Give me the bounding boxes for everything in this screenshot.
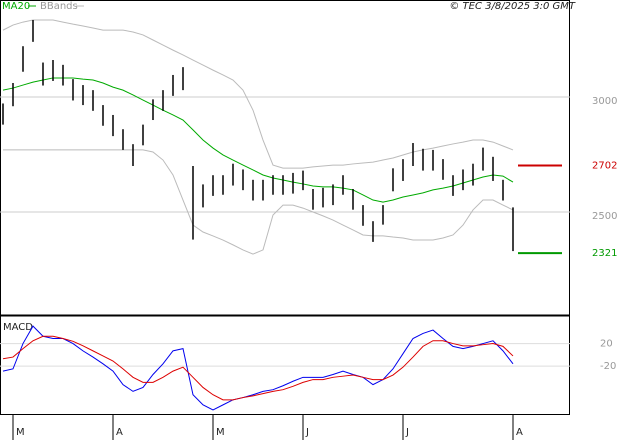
y-tick-label: 2500 (592, 211, 617, 222)
x-tick-label: M (216, 427, 225, 438)
level-label: 2702 (592, 161, 617, 172)
x-tick-label: M (16, 427, 25, 438)
legend-ma20: MA20 (2, 1, 30, 12)
bband-lower (3, 149, 514, 255)
level-label: 2321 (592, 248, 617, 259)
y-tick-label: 3000 (592, 96, 617, 107)
x-tick-label: A (116, 427, 123, 438)
y-tick-label: -20 (600, 361, 616, 372)
frame (0, 0, 570, 415)
bband-upper (2, 19, 514, 169)
legend-bbands: BBands (40, 1, 78, 12)
x-tick-label: A (516, 427, 523, 438)
macd-title: MACD (3, 322, 33, 333)
credit: © TEC 3/8/2025 3:0 GMT (449, 1, 576, 12)
ma20-line (2, 77, 514, 203)
macd-line (2, 335, 514, 401)
macd-line (2, 325, 514, 411)
y-tick-label: 20 (600, 339, 613, 350)
x-tick-label: J (305, 427, 309, 438)
x-tick-label: J (405, 427, 409, 438)
